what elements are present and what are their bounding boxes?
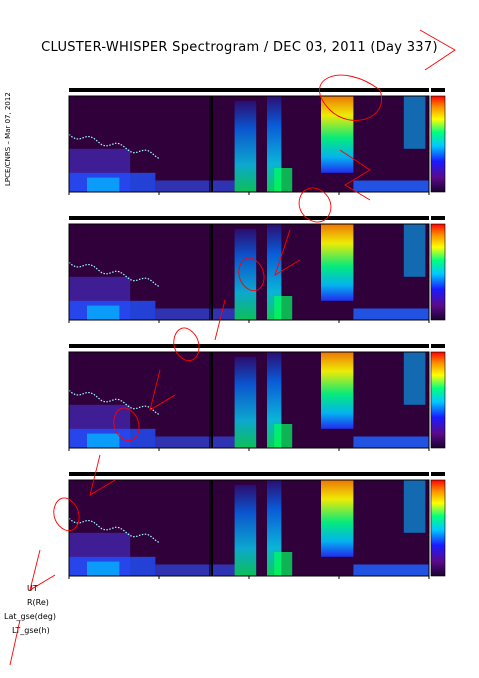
stamp-stroke (173, 327, 200, 362)
spectrogram-panel-c2 (68, 216, 446, 323)
status-strip (69, 344, 429, 348)
colorbar-strip (431, 472, 445, 476)
spectral-feature (403, 96, 426, 149)
stamp-stroke (53, 497, 80, 532)
stamp-stroke (214, 299, 226, 341)
spectral-feature (321, 96, 354, 173)
spectrogram-panel-c4 (68, 472, 446, 579)
spectral-feature (403, 352, 426, 405)
spectral-feature (155, 308, 235, 320)
colorbar-strip (431, 88, 445, 92)
spectral-feature (87, 561, 120, 576)
data-gap (211, 224, 213, 320)
stamp-stroke (238, 257, 265, 292)
eph-label-lat: Lat_gse(deg) (4, 612, 56, 621)
data-gap (209, 352, 211, 448)
spectral-feature (353, 180, 429, 192)
spectral-feature (234, 356, 257, 448)
spectral-feature (234, 484, 257, 576)
colorbar (430, 95, 446, 193)
stamp-stroke (29, 549, 56, 591)
colorbar (430, 351, 446, 449)
stamp-stroke (89, 454, 116, 496)
data-gap (209, 480, 211, 576)
stamp-stroke (113, 407, 140, 442)
spectrogram-panel-c3 (68, 344, 446, 451)
spectral-feature (155, 180, 235, 192)
stamp-stroke (9, 619, 21, 666)
status-strip (69, 472, 429, 476)
stamp-stroke (298, 187, 332, 223)
spectral-feature (87, 433, 120, 448)
spectral-feature (234, 228, 257, 320)
data-gap (211, 96, 213, 192)
status-strip (69, 216, 429, 220)
colorbar (430, 223, 446, 321)
spectral-feature (87, 305, 120, 320)
spectral-feature (403, 224, 426, 277)
data-gap (211, 480, 213, 576)
spectral-feature (353, 436, 429, 448)
spectral-feature (155, 564, 235, 576)
page-title: CLUSTER-WHISPER Spectrogram / DEC 03, 20… (41, 40, 438, 55)
spectral-feature (274, 552, 293, 576)
spectral-feature (353, 564, 429, 576)
data-gap (209, 96, 211, 192)
spectral-feature (274, 296, 293, 320)
status-strip (69, 88, 429, 92)
data-gap (211, 352, 213, 448)
stamp-stroke (274, 229, 301, 277)
stamp-stroke (339, 149, 371, 201)
stamp-stroke (319, 74, 382, 121)
data-gap (209, 224, 211, 320)
stamp-stroke (419, 29, 456, 71)
spectral-feature (155, 436, 235, 448)
spectral-feature (87, 177, 120, 192)
spectral-feature (274, 168, 293, 192)
spectral-feature (321, 480, 354, 557)
spectral-feature (353, 308, 429, 320)
stamp-stroke (149, 369, 176, 411)
colorbar (430, 479, 446, 577)
colorbar-strip (431, 216, 445, 220)
colorbar-strip (431, 344, 445, 348)
spectral-feature (274, 424, 293, 448)
spectral-feature (321, 224, 354, 301)
spectrogram-panel-c1 (68, 88, 446, 195)
spectral-feature (321, 352, 354, 429)
spectral-feature (403, 480, 426, 533)
eph-label-r: R(Re) (27, 598, 49, 607)
eph-label-lt: LT_gse(h) (12, 626, 50, 635)
spectral-feature (234, 100, 257, 192)
